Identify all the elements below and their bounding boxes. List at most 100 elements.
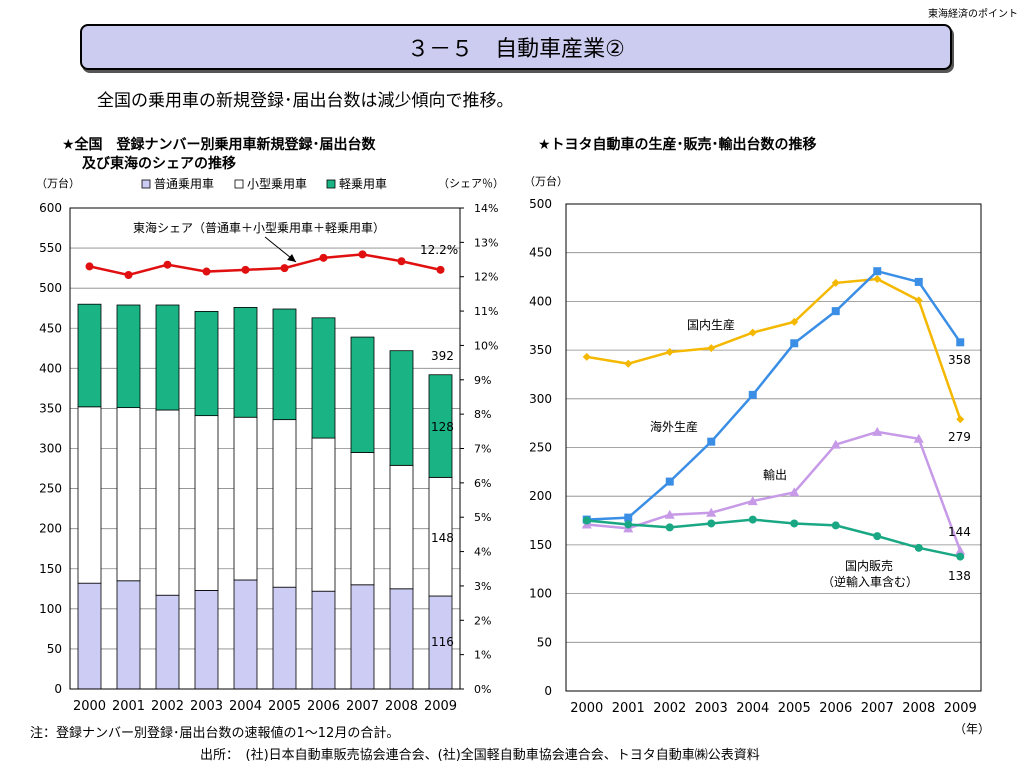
bar-segment [428,374,453,478]
corner-label: 東海経済のポイント [928,9,1018,20]
right-ytick-label: 350 [529,343,552,357]
share-point [358,250,367,259]
point-marker [707,437,716,446]
right-ytick-label: 250 [529,441,552,455]
bar-segment [272,586,297,690]
legend-label: 軽乗用車 [339,177,387,191]
left-ytick-label: 550 [39,241,62,255]
right-xtick-label: 2001 [612,701,645,716]
bar-segment [272,308,297,421]
bar-segment [233,579,258,690]
left-xtick-label: 2002 [151,699,184,714]
left-xtick-label: 2001 [112,699,145,714]
left-y2label: （シェア％） [438,177,504,190]
bar-segment [194,415,219,591]
left-ytick-label: 600 [39,201,62,215]
point-marker [624,520,633,529]
point-marker [624,359,633,368]
right-ytick-label: 100 [529,587,552,601]
point-marker [790,339,799,348]
legend-swatch [141,179,151,189]
point-marker [914,543,923,552]
kogata-last-label: 148 [431,531,454,545]
left-chart-axes: 0 50 100 150 200 250 300 350 400 450 500 550 600 0% 1%… [39,201,498,714]
point-marker [914,277,923,286]
end-label-domestic-sales: 138 [948,569,971,583]
point-marker [873,274,882,283]
left-ytick-label: 350 [39,401,62,415]
left-ylabel: （万台） [36,176,80,190]
bar-segment [311,437,336,592]
right-ytick-label: 500 [529,197,552,211]
series-label-domestic-production: 国内生産 [687,317,735,332]
right-xlabel: （年） [954,722,990,736]
series-line [586,430,962,552]
right-chart-gridlines [566,203,981,692]
legend-swatch [234,179,244,189]
left-ytick-label: 300 [39,442,62,456]
point-marker [831,278,840,287]
source-note: 出所： (社)日本自動車販売協会連合会、(社)全国軽自動車協会連合会、トヨタ自動… [200,748,760,763]
left-ytick-label: 100 [39,602,62,616]
footnote: 注：登録ナンバー別登録･届出台数の速報値の1～12月の合計。 [30,726,400,741]
point-marker [956,415,965,424]
point-marker [790,519,799,528]
right-xtick-label: 2002 [653,701,686,716]
right-ytick-label: 50 [537,635,552,649]
left-ytick-label: 200 [39,522,62,536]
total-last-label: 392 [431,349,454,363]
right-xtick-label: 2007 [861,701,894,716]
left-y2tick-label: 1% [474,649,491,662]
right-ytick-label: 300 [529,392,552,406]
bar-segment [77,406,102,584]
share-point [397,257,406,266]
point-marker [748,390,757,399]
point-marker [955,545,966,555]
left-ytick-label: 0 [54,682,62,696]
left-plot-frame [69,207,461,690]
share-point [241,265,250,274]
bar-segment [233,416,258,581]
series-line [586,269,962,521]
left-xtick-label: 2003 [190,699,223,714]
right-chart-lines [581,267,966,561]
right-chart-title: ★トヨタ自動車の生産･販売･輸出台数の推移 [538,137,817,153]
right-xtick-label: 2006 [819,701,852,716]
series-label-domestic-sales-line2: （逆輸入車含む） [822,574,918,589]
point-marker [747,496,758,506]
point-marker [665,477,674,486]
bar-segment [389,350,414,466]
bar-segment [77,303,102,408]
bar-segment [116,407,141,582]
series-label-domestic-sales: 国内販売 [845,558,893,573]
right-ytick-label: 0 [544,684,552,698]
series-line [586,277,962,420]
share-annotation: 東海シェア（普通車＋小型乗用車＋軽乗用車） [133,220,385,235]
bar-segment [272,419,297,588]
left-chart-title-line2: 及び東海のシェアの推移 [82,156,236,172]
point-marker [956,338,965,347]
left-y2tick-label: 9% [474,374,491,387]
right-ylabel: （万台） [524,174,568,188]
left-xtick-label: 2007 [346,699,379,714]
left-xtick-label: 2004 [229,699,262,714]
left-ytick-label: 150 [39,562,62,576]
left-y2tick-label: 6% [474,477,491,490]
point-marker [582,516,591,525]
arrow-head-icon [287,254,296,262]
bar-segment [194,311,219,417]
point-marker [831,521,840,530]
bar-segment [311,317,336,439]
bar-segment [116,580,141,690]
right-chart-axes: 0 50 100 150 200 250 300 350 400 450 500 2000 2001 20… [529,197,982,716]
point-marker [873,532,882,541]
bar-segment [350,584,375,690]
legend-label: 小型乗用車 [247,177,307,191]
point-marker [914,296,923,305]
point-marker [748,515,757,524]
bar-segment [350,336,375,453]
point-marker [748,328,757,337]
end-label-export: 144 [948,525,971,539]
point-marker [706,507,717,517]
legend-swatch [326,179,336,189]
